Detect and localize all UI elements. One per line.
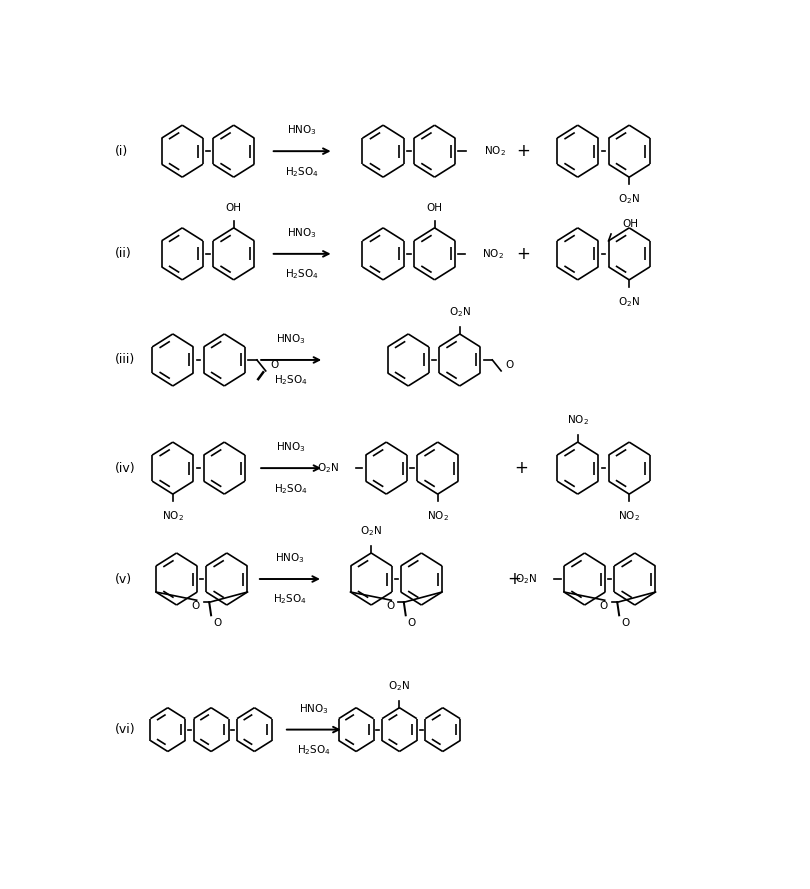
Text: NO$_2$: NO$_2$ xyxy=(567,413,589,427)
Text: OH: OH xyxy=(226,203,241,212)
Text: +: + xyxy=(516,244,530,263)
Text: NO$_2$: NO$_2$ xyxy=(618,509,640,523)
Text: O$_2$N: O$_2$N xyxy=(618,192,640,206)
Text: O: O xyxy=(270,360,279,371)
Text: O: O xyxy=(213,618,221,628)
Text: H$_2$SO$_4$: H$_2$SO$_4$ xyxy=(275,482,308,495)
Text: (ii): (ii) xyxy=(115,247,132,260)
Text: O$_2$N: O$_2$N xyxy=(449,305,471,319)
Text: NO$_2$: NO$_2$ xyxy=(162,509,184,523)
Text: H$_2$SO$_4$: H$_2$SO$_4$ xyxy=(285,164,319,179)
Text: O$_2$N: O$_2$N xyxy=(360,525,382,538)
Text: OH: OH xyxy=(427,203,442,212)
Text: OH: OH xyxy=(622,219,638,228)
Text: H$_2$SO$_4$: H$_2$SO$_4$ xyxy=(296,743,330,757)
Text: +: + xyxy=(516,142,530,160)
Text: O$_2$N: O$_2$N xyxy=(618,295,640,308)
Text: (vi): (vi) xyxy=(115,723,136,736)
Text: O: O xyxy=(386,601,394,611)
Text: O$_2$N: O$_2$N xyxy=(317,461,339,475)
Text: (i): (i) xyxy=(115,145,128,157)
Text: H$_2$SO$_4$: H$_2$SO$_4$ xyxy=(273,593,307,606)
Text: O: O xyxy=(621,618,629,628)
Text: NO$_2$: NO$_2$ xyxy=(427,509,449,523)
Text: HNO$_3$: HNO$_3$ xyxy=(276,332,306,346)
Text: +: + xyxy=(507,570,522,588)
Text: (v): (v) xyxy=(115,573,132,586)
Text: H$_2$SO$_4$: H$_2$SO$_4$ xyxy=(275,373,308,388)
Text: HNO$_3$: HNO$_3$ xyxy=(299,702,329,716)
Text: O: O xyxy=(505,360,514,371)
Text: HNO$_3$: HNO$_3$ xyxy=(275,551,305,565)
Text: O: O xyxy=(191,601,199,611)
Text: HNO$_3$: HNO$_3$ xyxy=(288,124,317,138)
Text: O$_2$N: O$_2$N xyxy=(389,679,411,693)
Text: (iv): (iv) xyxy=(115,461,136,475)
Text: (iii): (iii) xyxy=(115,354,135,366)
Text: H$_2$SO$_4$: H$_2$SO$_4$ xyxy=(285,268,319,281)
Text: O: O xyxy=(599,601,608,611)
Text: O$_2$N: O$_2$N xyxy=(515,573,537,586)
Text: HNO$_3$: HNO$_3$ xyxy=(276,441,306,454)
Text: NO$_2$: NO$_2$ xyxy=(484,144,505,158)
Text: O: O xyxy=(407,618,416,628)
Text: HNO$_3$: HNO$_3$ xyxy=(288,227,317,240)
Text: +: + xyxy=(514,459,528,477)
Text: NO$_2$: NO$_2$ xyxy=(482,247,504,260)
